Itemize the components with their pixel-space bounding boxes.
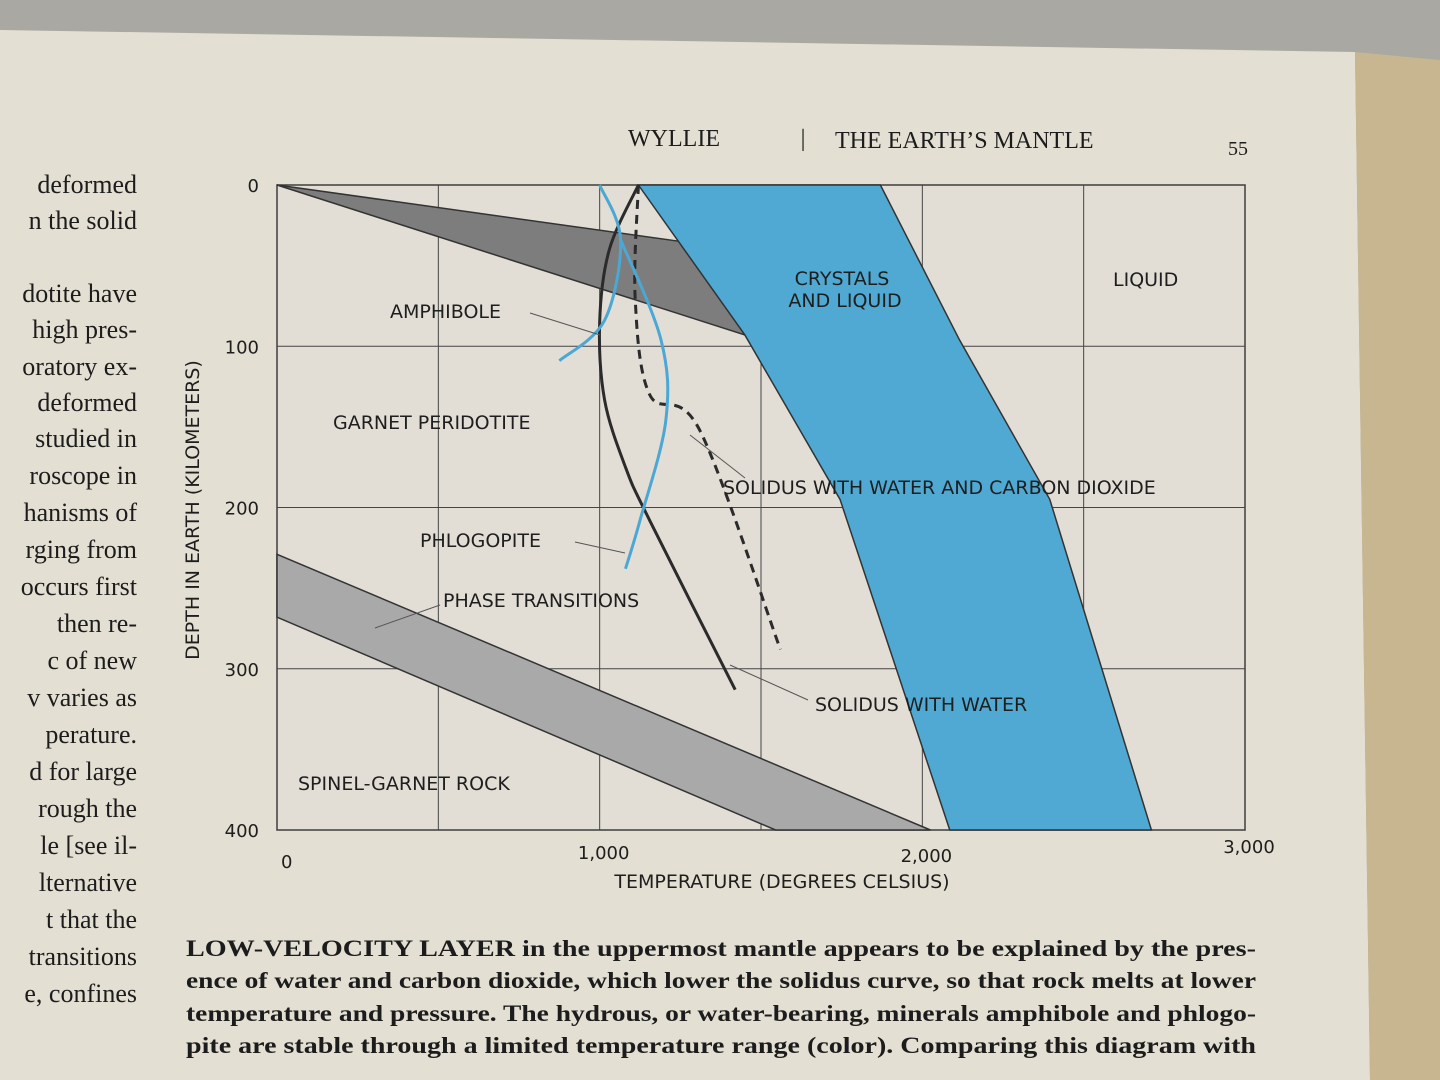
annotation: CRYSTALS bbox=[795, 268, 890, 290]
caption-line: pite are stable through a limited temper… bbox=[186, 1033, 1256, 1058]
caption-line: temperature and pressure. The hydrous, o… bbox=[186, 1001, 1256, 1026]
body-text-line: then re- bbox=[57, 609, 137, 638]
leader-line bbox=[574, 541, 626, 554]
annotation: PHASE TRANSITIONS bbox=[443, 590, 639, 612]
annotation: SOLIDUS WITH WATER AND CARBON DIOXIDE bbox=[723, 477, 1156, 499]
annotation: LIQUID bbox=[1113, 269, 1178, 291]
body-text-line: v varies as bbox=[27, 683, 137, 712]
leader-line bbox=[529, 312, 601, 336]
header-divider: | bbox=[801, 126, 806, 152]
caption-line: ence of water and carbon dioxide, which … bbox=[186, 968, 1256, 993]
annotation: SPINEL-GARNET ROCK bbox=[298, 773, 510, 795]
page-number: 55 bbox=[1228, 138, 1248, 160]
body-text-line: occurs first bbox=[21, 572, 138, 601]
body-text-line: studied in bbox=[35, 424, 137, 453]
body-text-line: c of new bbox=[47, 646, 137, 675]
region bbox=[636, 184, 1153, 831]
header-author: WYLLIE bbox=[628, 126, 720, 152]
region bbox=[276, 553, 931, 831]
body-text-line: deformed bbox=[37, 388, 137, 417]
caption-text: in the uppermost mantle appears to be ex… bbox=[515, 936, 1256, 961]
leader-line bbox=[729, 664, 809, 701]
body-text-line: t that the bbox=[46, 905, 137, 934]
curve bbox=[558, 184, 623, 362]
annotation: AND LIQUID bbox=[788, 290, 901, 312]
body-text-line: hanisms of bbox=[24, 498, 138, 527]
y-tick-label: 200 bbox=[225, 499, 259, 520]
left-column: deformed n the solid dotite have high pres-… bbox=[21, 170, 138, 1008]
header-title: THE EARTH’S MANTLE bbox=[835, 128, 1094, 154]
body-text-line: roscope in bbox=[29, 461, 137, 490]
caption-line: LOW-VELOCITY LAYER in the uppermost mant… bbox=[186, 936, 1256, 961]
annotation: AMPHIBOLE bbox=[390, 301, 501, 323]
body-text-line: d for large bbox=[29, 757, 137, 786]
body-text-line: dotite have bbox=[22, 279, 137, 308]
curve bbox=[597, 184, 737, 691]
body-text-line: rough the bbox=[38, 794, 137, 823]
annotation: PHLOGOPITE bbox=[420, 530, 541, 552]
y-axis-label: DEPTH IN EARTH (KILOMETERS) bbox=[182, 360, 204, 660]
y-tick-label: 300 bbox=[225, 660, 259, 681]
y-tick-label: 400 bbox=[225, 821, 259, 842]
body-text-line: oratory ex- bbox=[22, 352, 137, 381]
body-text-line: high pres- bbox=[32, 315, 137, 344]
body-text-line: transitions bbox=[29, 942, 137, 971]
x-axis-label: TEMPERATURE (DEGREES CELSIUS) bbox=[613, 871, 949, 893]
x-tick-label: 1,000 bbox=[578, 843, 630, 864]
leader-line bbox=[374, 604, 441, 629]
annotation: SOLIDUS WITH WATER bbox=[815, 694, 1027, 716]
body-text-line: le [see il- bbox=[40, 831, 137, 860]
body-text-line: n the solid bbox=[29, 206, 137, 235]
annotation: GARNET PERIDOTITE bbox=[333, 412, 530, 434]
page-edge bbox=[1355, 52, 1440, 1080]
caption: LOW-VELOCITY LAYER in the uppermost mant… bbox=[186, 936, 1256, 1058]
y-tick-label: 0 bbox=[248, 176, 259, 197]
x-tick-label: 3,000 bbox=[1223, 837, 1275, 858]
leader-line bbox=[689, 434, 746, 479]
body-text-line: lternative bbox=[39, 868, 137, 897]
caption-lead: LOW-VELOCITY LAYER bbox=[186, 936, 515, 961]
chart: 0 100 200 300 400 0 1,000 2,000 3,000 TEMPERATURE… bbox=[182, 176, 1275, 893]
x-tick-label: 2,000 bbox=[901, 846, 953, 867]
y-tick-label: 100 bbox=[225, 337, 259, 358]
x-tick-label: 0 bbox=[281, 852, 292, 873]
body-text-line: e, confines bbox=[24, 979, 137, 1008]
curve bbox=[633, 184, 782, 650]
body-text-line: perature. bbox=[45, 720, 137, 749]
curve bbox=[619, 239, 670, 570]
body-text-line: rging from bbox=[26, 535, 137, 564]
body-text-line: deformed bbox=[37, 170, 137, 199]
